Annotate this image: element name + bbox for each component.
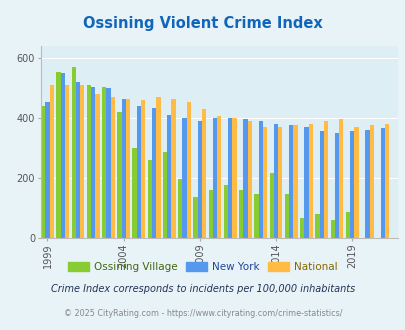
Bar <box>319 131 323 238</box>
Bar <box>162 152 167 238</box>
Bar <box>208 190 212 238</box>
Bar <box>171 99 175 238</box>
Bar <box>167 115 171 238</box>
Bar <box>232 118 236 238</box>
Bar <box>71 67 76 238</box>
Bar <box>121 99 126 238</box>
Bar <box>384 124 388 238</box>
Bar <box>379 128 384 238</box>
Bar <box>243 119 247 238</box>
Bar <box>136 106 141 238</box>
Bar <box>91 86 95 238</box>
Bar <box>212 118 217 238</box>
Bar <box>56 72 60 238</box>
Bar <box>277 127 282 238</box>
Bar <box>132 148 136 238</box>
Bar <box>223 185 228 238</box>
Bar <box>117 112 121 238</box>
Bar <box>106 88 110 238</box>
Bar <box>299 218 304 238</box>
Bar <box>147 160 151 238</box>
Bar <box>364 130 369 238</box>
Bar <box>330 220 334 238</box>
Bar <box>308 124 312 238</box>
Bar <box>293 125 297 238</box>
Bar <box>65 85 69 238</box>
Bar <box>284 194 288 238</box>
Text: Crime Index corresponds to incidents per 100,000 inhabitants: Crime Index corresponds to incidents per… <box>51 284 354 294</box>
Bar <box>80 85 84 238</box>
Bar <box>76 82 80 238</box>
Bar <box>102 86 106 238</box>
Bar <box>182 118 186 238</box>
Bar <box>269 173 273 238</box>
Bar <box>345 212 349 238</box>
Bar <box>354 127 358 238</box>
Text: Ossining Violent Crime Index: Ossining Violent Crime Index <box>83 16 322 31</box>
Bar <box>338 119 343 238</box>
Bar <box>369 125 373 238</box>
Text: © 2025 CityRating.com - https://www.cityrating.com/crime-statistics/: © 2025 CityRating.com - https://www.city… <box>64 309 341 318</box>
Bar <box>262 127 266 238</box>
Bar <box>334 133 338 238</box>
Bar <box>217 116 221 238</box>
Bar <box>247 121 251 238</box>
Bar <box>110 97 115 238</box>
Bar <box>45 102 49 238</box>
Bar <box>323 121 327 238</box>
Bar <box>201 109 206 238</box>
Bar <box>151 108 156 238</box>
Bar <box>141 100 145 238</box>
Bar <box>87 85 91 238</box>
Bar <box>41 106 45 238</box>
Bar <box>95 94 99 238</box>
Bar <box>254 194 258 238</box>
Bar <box>126 99 130 238</box>
Bar <box>156 97 160 238</box>
Bar <box>197 121 201 238</box>
Bar <box>186 102 190 238</box>
Bar <box>288 125 293 238</box>
Bar <box>304 127 308 238</box>
Bar <box>315 214 319 238</box>
Bar <box>178 179 182 238</box>
Bar <box>60 73 65 238</box>
Bar <box>273 124 277 238</box>
Bar <box>228 118 232 238</box>
Bar <box>49 85 54 238</box>
Bar <box>349 131 354 238</box>
Bar <box>193 197 197 238</box>
Legend: Ossining Village, New York, National: Ossining Village, New York, National <box>64 258 341 276</box>
Bar <box>239 190 243 238</box>
Bar <box>258 121 262 238</box>
